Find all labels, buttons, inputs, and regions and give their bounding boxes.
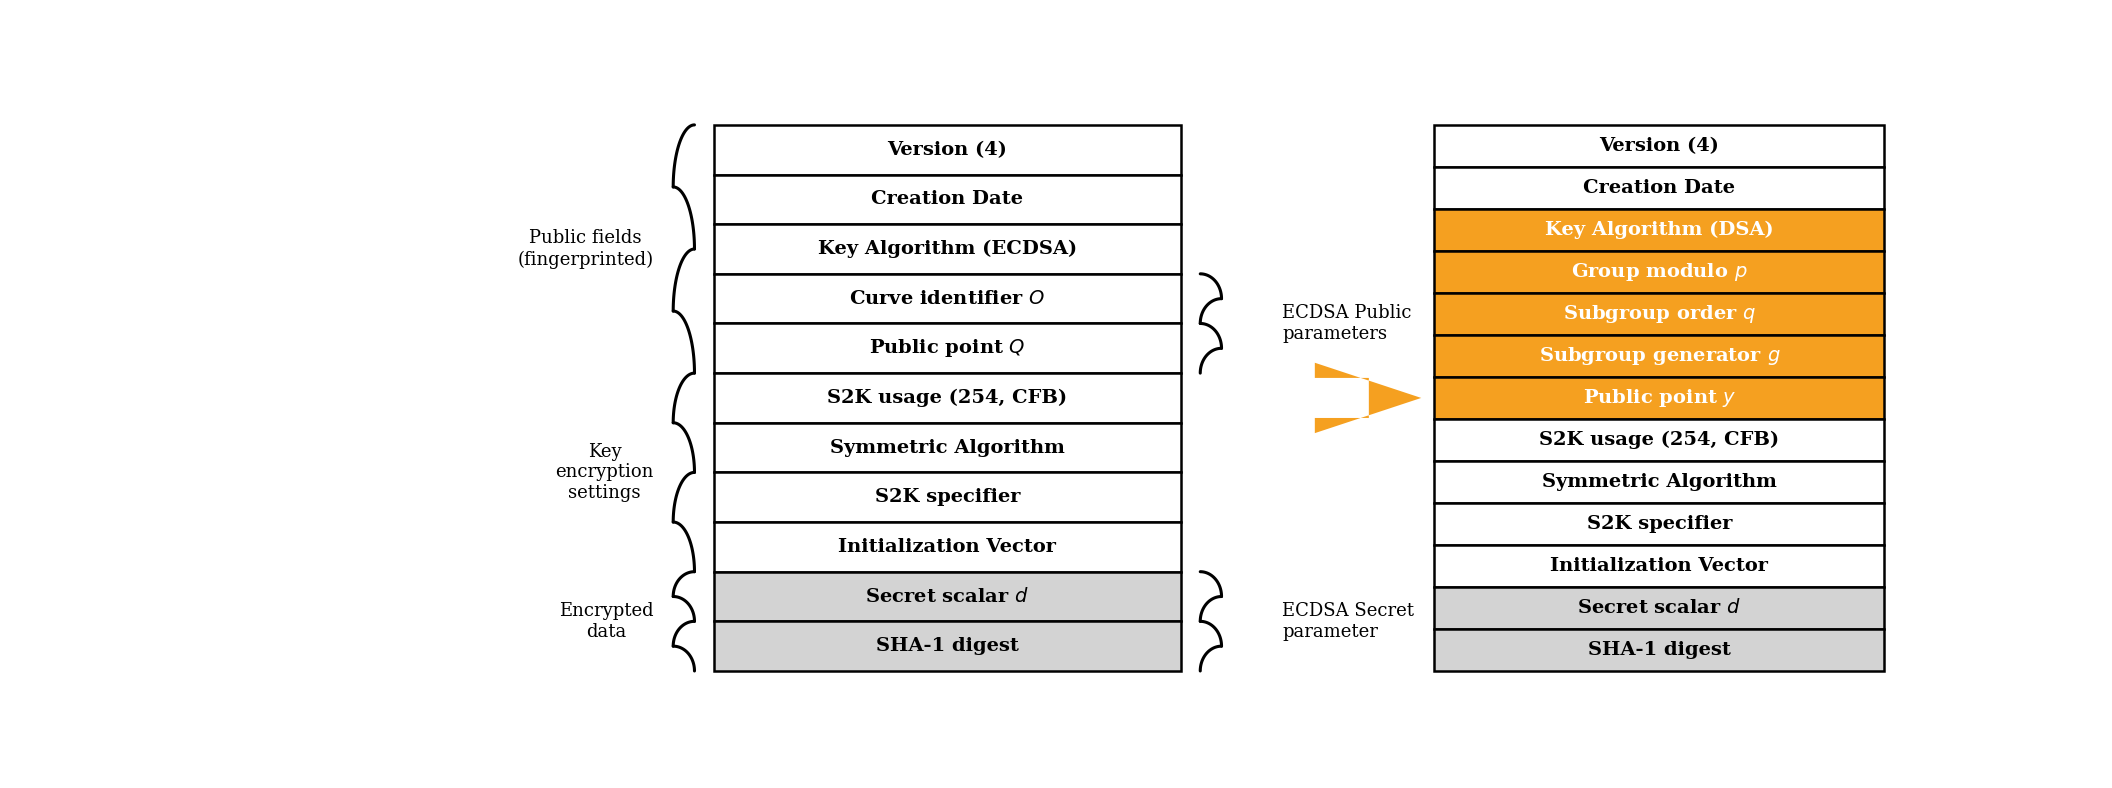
Bar	[1434, 503, 1884, 545]
Text: ECDSA Secret
parameter: ECDSA Secret parameter	[1282, 602, 1415, 641]
Bar	[714, 273, 1181, 323]
Text: Symmetric Algorithm: Symmetric Algorithm	[1542, 473, 1776, 491]
Text: S2K usage (254, CFB): S2K usage (254, CFB)	[1540, 431, 1780, 449]
Bar	[1434, 125, 1884, 167]
Bar	[714, 174, 1181, 224]
Bar	[1434, 587, 1884, 629]
Text: Key Algorithm (ECDSA): Key Algorithm (ECDSA)	[817, 240, 1077, 258]
Bar	[714, 473, 1181, 522]
Bar	[714, 125, 1181, 174]
Bar	[1434, 461, 1884, 503]
Bar	[1434, 167, 1884, 209]
Text: Encrypted
data: Encrypted data	[560, 602, 653, 641]
Bar	[1434, 629, 1884, 671]
Bar	[714, 323, 1181, 373]
Bar	[714, 224, 1181, 273]
Bar	[714, 621, 1181, 671]
Bar	[1434, 293, 1884, 335]
Text: Subgroup order $\mathit{q}$: Subgroup order $\mathit{q}$	[1563, 303, 1755, 325]
Text: SHA-1 digest: SHA-1 digest	[876, 637, 1018, 655]
Bar	[714, 422, 1181, 473]
Text: Version (4): Version (4)	[887, 141, 1007, 158]
Text: Initialization Vector: Initialization Vector	[1550, 557, 1768, 575]
Text: Version (4): Version (4)	[1599, 137, 1719, 155]
Text: ECDSA Public
parameters: ECDSA Public parameters	[1282, 304, 1411, 343]
Bar	[714, 522, 1181, 572]
Text: S2K specifier: S2K specifier	[1586, 515, 1732, 533]
Text: Secret scalar $\mathit{d}$: Secret scalar $\mathit{d}$	[1578, 598, 1740, 618]
Polygon shape	[1316, 362, 1421, 433]
Bar	[1434, 419, 1884, 461]
Text: Secret scalar $\mathit{d}$: Secret scalar $\mathit{d}$	[866, 587, 1029, 606]
Bar	[714, 572, 1181, 621]
Text: Public point $\mathit{Q}$: Public point $\mathit{Q}$	[870, 337, 1026, 359]
Text: SHA-1 digest: SHA-1 digest	[1588, 641, 1732, 659]
Text: Key Algorithm (DSA): Key Algorithm (DSA)	[1546, 221, 1774, 239]
Text: S2K specifier: S2K specifier	[874, 489, 1020, 506]
Text: Curve identifier $\mathit{O}$: Curve identifier $\mathit{O}$	[849, 290, 1045, 307]
Bar	[1434, 335, 1884, 377]
Text: Initialization Vector: Initialization Vector	[838, 538, 1056, 556]
Text: Key
encryption
settings: Key encryption settings	[555, 443, 653, 502]
Text: Creation Date: Creation Date	[1584, 179, 1736, 197]
Text: Public point $\mathit{y}$: Public point $\mathit{y}$	[1582, 387, 1736, 409]
Bar	[714, 373, 1181, 422]
Text: Group modulo $\mathit{p}$: Group modulo $\mathit{p}$	[1571, 261, 1749, 283]
Text: Creation Date: Creation Date	[872, 191, 1024, 208]
Bar	[1434, 251, 1884, 293]
Bar	[1434, 545, 1884, 587]
Bar	[1434, 377, 1884, 419]
Text: Public fields
(fingerprinted): Public fields (fingerprinted)	[517, 229, 653, 269]
Text: S2K usage (254, CFB): S2K usage (254, CFB)	[828, 388, 1067, 407]
Text: Subgroup generator $\mathit{g}$: Subgroup generator $\mathit{g}$	[1538, 345, 1780, 367]
Bar	[1434, 209, 1884, 251]
Text: Symmetric Algorithm: Symmetric Algorithm	[830, 439, 1064, 456]
